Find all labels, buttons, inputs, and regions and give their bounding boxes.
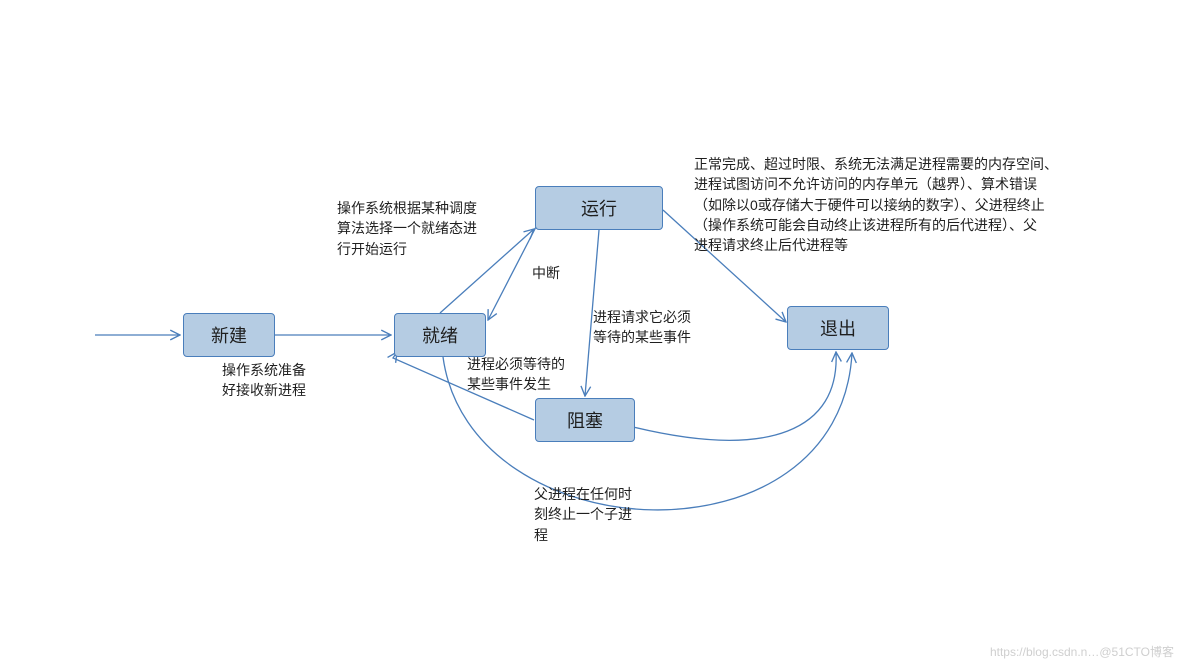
label-l_os_accept: 操作系统准备 好接收新进程 bbox=[222, 360, 306, 401]
label-l_parent_kill: 父进程在任何时 刻终止一个子进 程 bbox=[534, 484, 632, 545]
node-new-label: 新建 bbox=[211, 322, 247, 348]
label-l_exit_reason: 正常完成、超过时限、系统无法满足进程需要的内存空间、 进程试图访问不允许访问的内… bbox=[694, 154, 1058, 255]
edge-block-to-exit bbox=[633, 352, 836, 440]
node-blocked: 阻塞 bbox=[535, 398, 635, 442]
edges-layer bbox=[0, 0, 1184, 666]
watermark: https://blog.csdn.n…@51CTO博客 bbox=[990, 643, 1174, 660]
label-l_event_occur: 进程必须等待的 某些事件发生 bbox=[467, 354, 565, 395]
node-new: 新建 bbox=[183, 313, 275, 357]
label-l_interrupt: 中断 bbox=[532, 263, 560, 283]
node-blocked-label: 阻塞 bbox=[567, 407, 603, 433]
node-ready: 就绪 bbox=[394, 313, 486, 357]
label-l_request_wait: 进程请求它必须 等待的某些事件 bbox=[593, 307, 691, 348]
label-l_schedule: 操作系统根据某种调度 算法选择一个就绪态进 行开始运行 bbox=[337, 198, 477, 259]
edge-running-to-ready bbox=[488, 225, 537, 320]
node-running: 运行 bbox=[535, 186, 663, 230]
node-exit-label: 退出 bbox=[820, 315, 856, 341]
node-running-label: 运行 bbox=[581, 195, 617, 221]
node-exit: 退出 bbox=[787, 306, 889, 350]
node-ready-label: 就绪 bbox=[422, 322, 458, 348]
